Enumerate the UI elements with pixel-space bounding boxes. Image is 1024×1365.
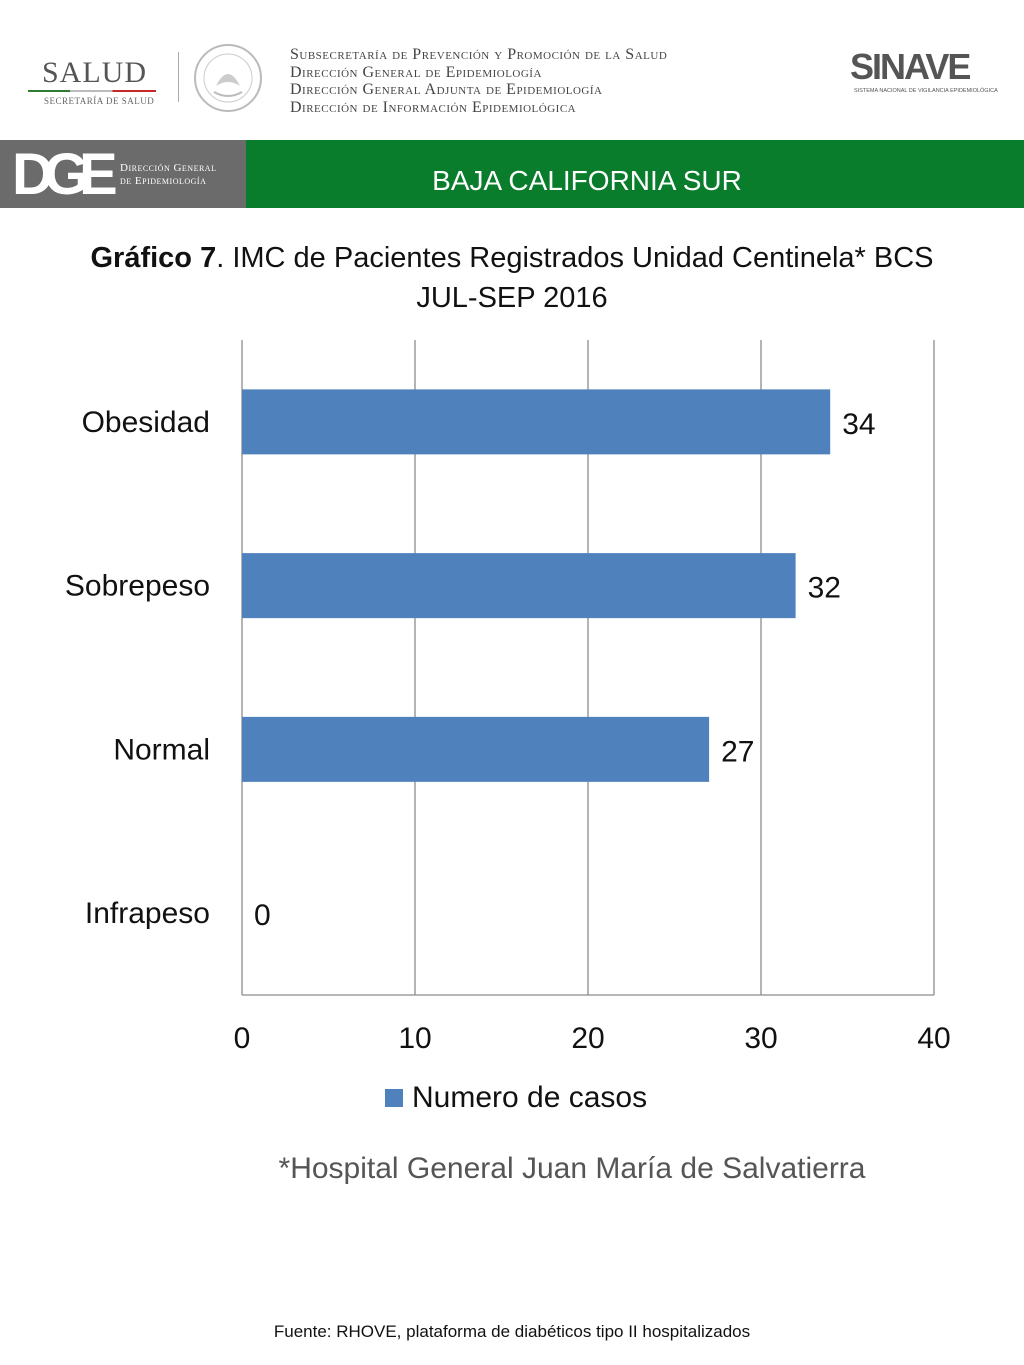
bar — [242, 553, 796, 619]
category-label: Normal — [113, 733, 210, 766]
subsecretaria-text: Subsecretaría de Prevención y Promoción … — [290, 46, 667, 116]
dge-logo-text-line: de Epidemiología — [120, 175, 207, 187]
salud-logo: SALUD SECRETARÍA DE SALUD — [28, 56, 158, 106]
data-label: 34 — [842, 408, 875, 441]
subsecretaria-line: Subsecretaría de Prevención y Promoción … — [290, 46, 668, 63]
category-label: Infrapeso — [85, 897, 210, 930]
dge-logo-text-line: Dirección General — [120, 162, 217, 174]
bar — [242, 716, 710, 782]
x-tick-label: 0 — [234, 1022, 251, 1055]
dge-logo-text: Dirección General de Epidemiología — [120, 162, 216, 188]
bar — [242, 389, 831, 455]
x-tick-label: 40 — [917, 1022, 950, 1055]
mexican-seal-icon — [194, 44, 262, 112]
data-label: 27 — [721, 735, 754, 768]
state-title: BAJA CALIFORNIA SUR — [432, 165, 742, 196]
header-divider — [178, 52, 179, 102]
chart-title-line2: JUL-SEP 2016 — [416, 282, 608, 314]
source-note: Fuente: RHOVE, plataforma de diabéticos … — [273, 1322, 751, 1341]
x-tick-label: 10 — [398, 1022, 431, 1055]
salud-logo-word: SALUD — [42, 56, 148, 89]
chart-title: Gráfico 7. IMC de Pacientes Registrados … — [40, 238, 984, 318]
page-header: SALUD SECRETARÍA DE SALUD Subsecretaría … — [0, 0, 1024, 140]
salud-logo-rule — [28, 90, 156, 92]
sinave-logo-subtitle: SISTEMA NACIONAL DE VIGILANCIA EPIDEMIOL… — [854, 88, 998, 94]
x-tick-label: 30 — [744, 1022, 777, 1055]
x-tick-label: 20 — [571, 1022, 604, 1055]
bar-chart: 0 10 20 30 40 Obesidad 34 Sobrepeso 32 Normal 27 In… — [65, 340, 951, 1114]
subsecretaria-line: Dirección de Información Epidemiológica — [290, 98, 577, 116]
category-label: Sobrepeso — [65, 570, 210, 603]
chart-title-bold: Gráfico 7 — [90, 242, 217, 274]
sinave-logo: SINAVE SISTEMA NACIONAL DE VIGILANCIA EP… — [850, 46, 998, 98]
legend-swatch — [385, 1089, 403, 1107]
subsecretaria-line: Dirección General Adjunta de Epidemiolog… — [290, 81, 603, 98]
salud-logo-subtitle: SECRETARÍA DE SALUD — [44, 96, 155, 106]
chart-title-rest: . IMC de Pacientes Registrados Unidad Ce… — [216, 242, 934, 274]
category-label: Obesidad — [82, 406, 210, 439]
dge-logo-letters: DGE — [12, 142, 118, 207]
legend-label: Numero de casos — [412, 1081, 647, 1114]
subsecretaria-line: Dirección General de Epidemiología — [290, 63, 542, 81]
sinave-logo-word: SINAVE — [850, 46, 971, 87]
dge-logo: DGE Dirección General de Epidemiología — [0, 140, 246, 208]
data-label: 0 — [254, 899, 271, 932]
footnote: *Hospital General Juan María de Salvatie… — [278, 1152, 866, 1185]
data-label: 32 — [808, 572, 841, 605]
